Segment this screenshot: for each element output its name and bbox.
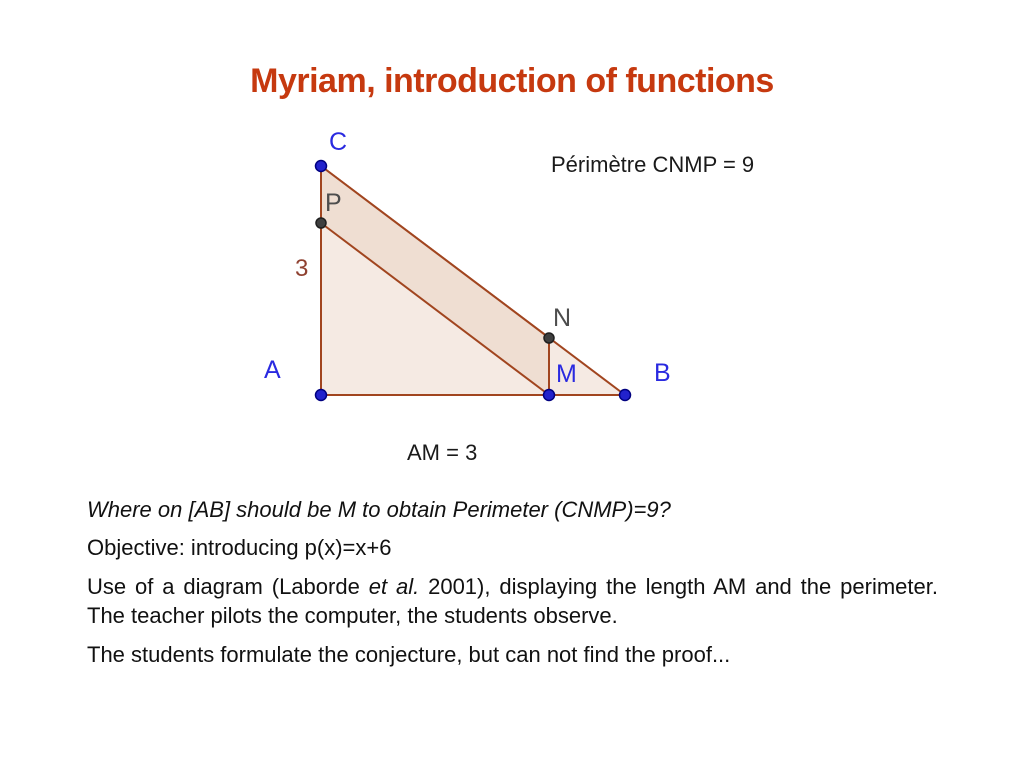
point-a-dot — [314, 388, 328, 402]
point-label-a: A — [264, 356, 281, 384]
objective-text: Objective: introducing p(x)=x+6 — [87, 535, 392, 560]
question-text: Where on [AB] should be M to obtain Peri… — [87, 497, 671, 522]
diagram-use-post: 2001), displaying the length AM and the … — [87, 574, 938, 628]
am-length-label: AM = 3 — [407, 440, 478, 465]
point-m-dot — [542, 388, 556, 402]
point-n-dot — [543, 332, 555, 344]
conjecture-text: The students formulate the conjecture, b… — [87, 642, 731, 667]
point-label-p: P — [325, 189, 342, 217]
diagram-use-paragraph: Use of a diagram (Laborde et al. 2001), … — [87, 572, 938, 630]
perimeter-label: Périmètre CNMP = 9 — [551, 152, 755, 177]
point-p-dot — [315, 217, 327, 229]
diagram-use-pre: Use of a diagram (Laborde — [87, 574, 369, 599]
point-label-m: M — [556, 360, 577, 388]
point-label-c: C — [329, 128, 348, 156]
slide-title: Myriam, introduction of functions — [250, 62, 774, 100]
point-label-b: B — [654, 359, 671, 387]
point-b-dot — [618, 388, 632, 402]
point-c-dot — [314, 159, 328, 173]
side-length-label: 3 — [295, 255, 309, 282]
point-label-n: N — [553, 304, 572, 332]
diagram-use-citation: et al. — [368, 574, 420, 599]
